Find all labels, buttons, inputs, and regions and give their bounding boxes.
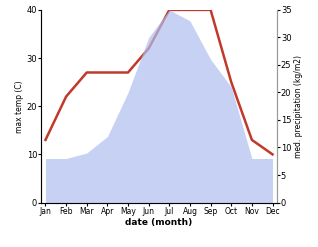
- Y-axis label: max temp (C): max temp (C): [15, 80, 24, 133]
- Y-axis label: med. precipitation (kg/m2): med. precipitation (kg/m2): [294, 55, 303, 158]
- X-axis label: date (month): date (month): [125, 219, 193, 227]
